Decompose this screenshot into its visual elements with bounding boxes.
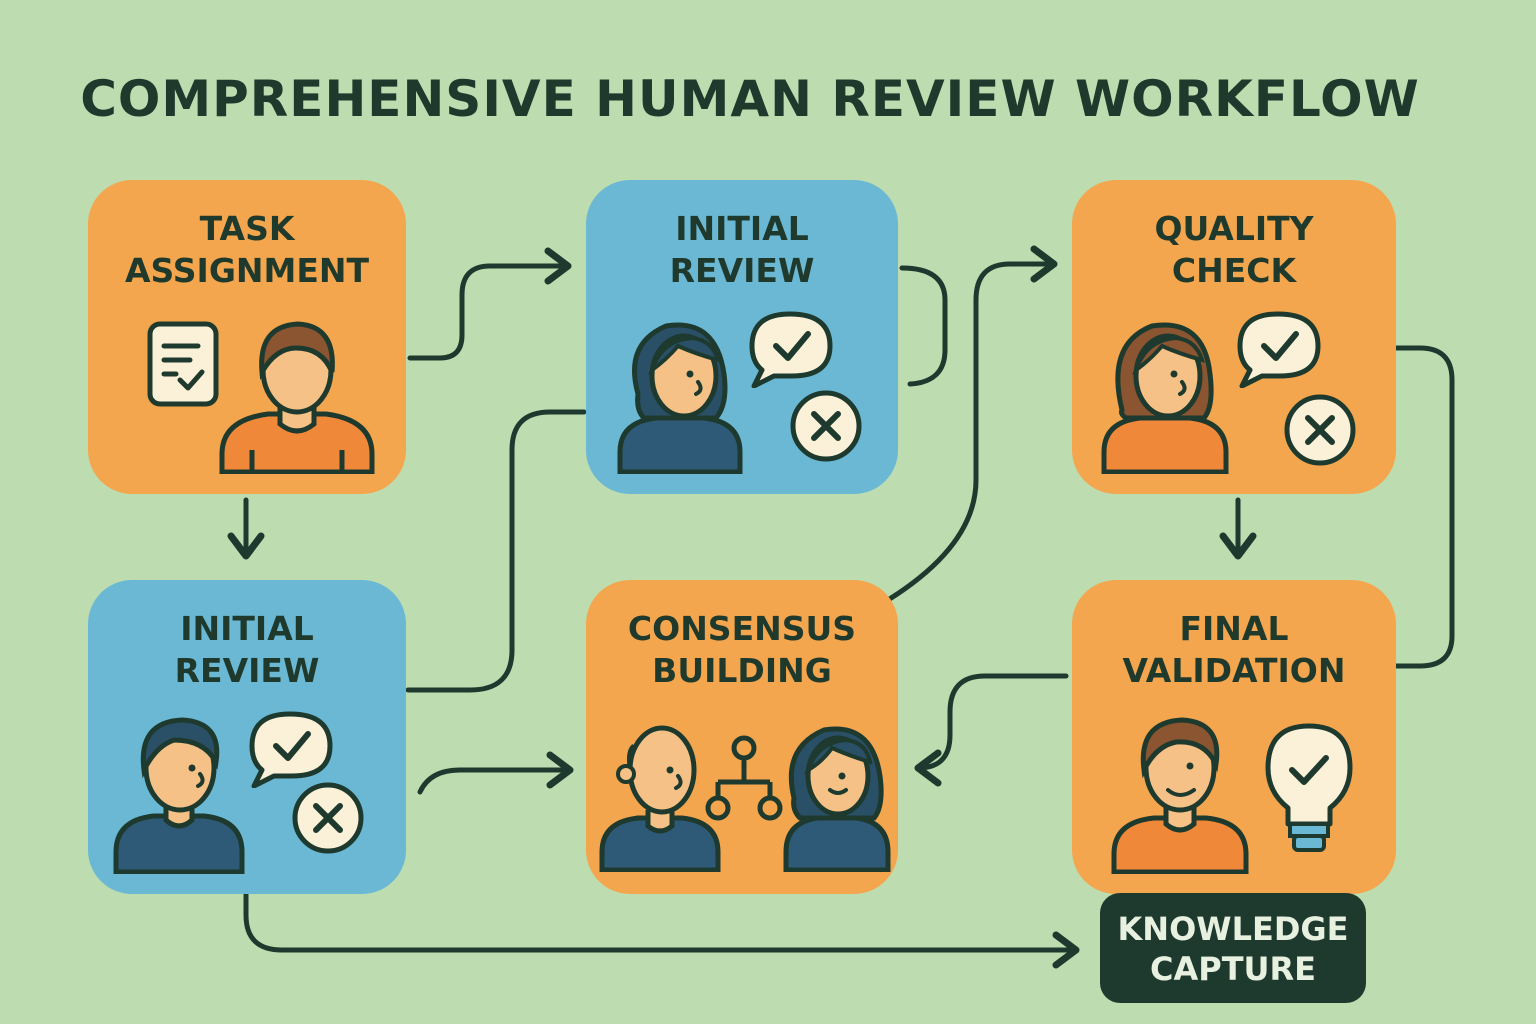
node-knowledge-capture: KNOWLEDGE CAPTURE [1100,893,1366,1003]
node-label: QUALITY CHECK [1154,209,1314,290]
node-label: CONSENSUS BUILDING [627,609,857,690]
node-task-assignment: TASK ASSIGNMENT [88,180,406,494]
person-icon [1101,322,1229,474]
person-icon [599,725,721,872]
arrow-initial-review-loop [899,265,948,387]
node-label: FINAL VALIDATION [1122,609,1346,690]
speech-bubble-check-icon [1237,311,1321,388]
arrow-final-to-consensus [914,673,1069,787]
arrow-bottom-review-to-top [405,409,587,693]
person-icon [783,726,891,872]
arrow-to-knowledge-capture [243,891,1080,969]
arrow-task-to-initial-review [407,247,572,361]
node-label: INITIAL REVIEW [174,609,320,690]
reject-x-icon [790,390,862,462]
node-initial-review-top: INITIAL REVIEW [586,180,898,494]
speech-bubble-check-icon [249,711,333,788]
node-quality-check: QUALITY CHECK [1072,180,1396,494]
reject-x-icon [1284,394,1356,466]
arrow-consensus-to-quality [885,245,1058,603]
node-label: KNOWLEDGE CAPTURE [1117,910,1349,988]
page-title: COMPREHENSIVE HUMAN REVIEW WORKFLOW [80,70,1420,128]
arrow-quality-side-loop [1393,345,1455,669]
node-label: INITIAL REVIEW [669,209,815,290]
person-icon [617,322,743,474]
checklist-icon [147,321,219,407]
person-icon [1111,717,1249,874]
arrow-bottom-review-to-consensus [417,751,574,795]
speech-bubble-check-icon [749,311,833,388]
lightbulb-check-icon [1265,723,1353,852]
person-icon [219,321,375,474]
node-label: TASK ASSIGNMENT [124,209,370,290]
person-icon [113,717,245,874]
node-final-validation: FINAL VALIDATION [1072,580,1396,894]
node-consensus-building: CONSENSUS BUILDING [586,580,898,894]
reject-x-icon [292,782,364,854]
network-icon [705,735,783,821]
node-initial-review-bottom: INITIAL REVIEW [88,580,406,894]
